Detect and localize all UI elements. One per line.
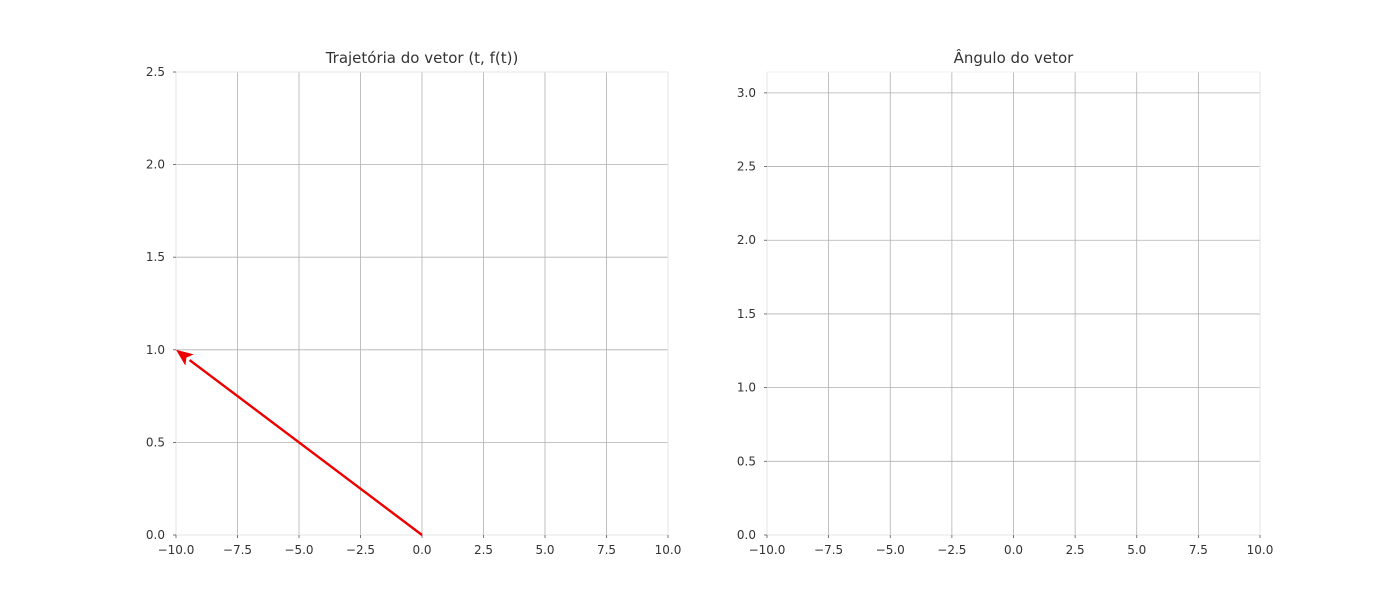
y-axis: 0.0 0.5 1.0 1.5 2.0 2.5 3.0 <box>737 86 767 542</box>
y-tick-label: 0.5 <box>146 435 165 449</box>
x-tick-label: −5.0 <box>284 543 313 557</box>
chart-title: Trajetória do vetor (t, f(t)) <box>325 49 519 67</box>
y-tick-label: 1.5 <box>146 250 165 264</box>
y-axis: 0.0 0.5 1.0 1.5 2.0 2.5 <box>146 65 176 542</box>
angle-chart: Ângulo do vetor −10.0 −7.5 −5.0 −2.5 0.0 2.5 5… <box>737 48 1273 557</box>
y-tick-label: 0.5 <box>737 454 756 468</box>
y-tick-label: 0.0 <box>146 528 165 542</box>
x-tick-label: −10.0 <box>749 543 786 557</box>
x-tick-label: 7.5 <box>597 543 616 557</box>
y-tick-label: 3.0 <box>737 86 756 100</box>
grid <box>175 71 669 536</box>
x-axis: −10.0 −7.5 −5.0 −2.5 0.0 2.5 5.0 7.5 10.0 <box>158 535 682 557</box>
x-tick-label: 5.0 <box>1127 543 1146 557</box>
series <box>176 349 423 536</box>
y-tick-label: 1.5 <box>737 307 756 321</box>
x-tick-label: −2.5 <box>346 543 375 557</box>
vector-arrow-shaft <box>188 359 423 536</box>
x-tick-label: 2.5 <box>474 543 493 557</box>
x-tick-label: 10.0 <box>655 543 682 557</box>
x-tick-label: −10.0 <box>158 543 195 557</box>
x-tick-label: 10.0 <box>1247 543 1274 557</box>
y-tick-label: 2.0 <box>737 233 756 247</box>
x-tick-label: 5.0 <box>535 543 554 557</box>
y-tick-label: 0.0 <box>737 528 756 542</box>
grid <box>766 72 1261 536</box>
y-tick-label: 1.0 <box>146 343 165 357</box>
x-tick-label: −7.5 <box>223 543 252 557</box>
x-tick-label: −7.5 <box>814 543 843 557</box>
x-tick-label: 0.0 <box>1004 543 1023 557</box>
x-tick-label: 0.0 <box>412 543 431 557</box>
x-tick-label: 2.5 <box>1066 543 1085 557</box>
x-tick-label: −2.5 <box>937 543 966 557</box>
y-tick-label: 1.0 <box>737 381 756 395</box>
x-axis: −10.0 −7.5 −5.0 −2.5 0.0 2.5 5.0 7.5 10.0 <box>749 535 1274 557</box>
trajectory-chart: Trajetória do vetor (t, f(t)) −10.0 −7.5−… <box>146 49 681 557</box>
chart-title: Ângulo do vetor <box>954 48 1075 67</box>
y-tick-label: 2.5 <box>737 160 756 174</box>
x-tick-label: 7.5 <box>1189 543 1208 557</box>
y-tick-label: 2.5 <box>146 65 165 79</box>
y-tick-label: 2.0 <box>146 158 165 172</box>
vector-arrow-head <box>176 349 194 366</box>
x-tick-label: −5.0 <box>876 543 905 557</box>
